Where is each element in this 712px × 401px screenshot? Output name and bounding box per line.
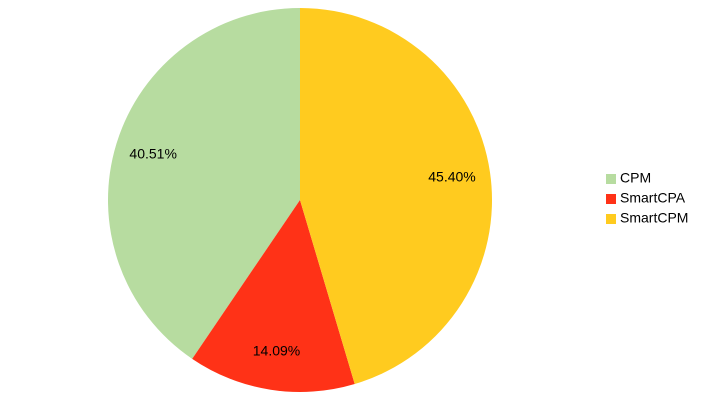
data-label: 45.40% <box>428 169 475 185</box>
legend-label: SmartCPM <box>620 210 688 226</box>
legend-label: SmartCPA <box>620 190 686 206</box>
legend-swatch <box>606 214 616 224</box>
pie-slice <box>107 8 300 359</box>
data-label: 40.51% <box>129 146 176 162</box>
legend-swatch <box>606 174 616 184</box>
legend-label: CPM <box>620 170 651 186</box>
data-label: 14.09% <box>253 342 300 358</box>
pie-slice <box>300 8 493 385</box>
pie-slice <box>192 200 355 393</box>
legend-swatch <box>606 194 616 204</box>
